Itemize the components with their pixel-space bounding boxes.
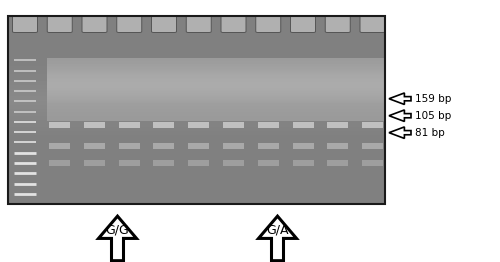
FancyBboxPatch shape — [360, 16, 385, 32]
Text: 81 bp: 81 bp — [415, 128, 445, 138]
Bar — [84, 143, 105, 149]
Bar — [188, 122, 209, 128]
Polygon shape — [258, 216, 296, 261]
Bar — [292, 122, 314, 128]
Bar — [258, 122, 279, 128]
Bar — [8, 16, 385, 204]
Text: 159 bp: 159 bp — [415, 94, 452, 104]
Bar — [258, 160, 279, 166]
Bar — [223, 160, 244, 166]
FancyBboxPatch shape — [221, 16, 246, 32]
FancyBboxPatch shape — [186, 16, 211, 32]
Bar — [362, 160, 383, 166]
Bar — [49, 143, 70, 149]
Bar — [119, 143, 140, 149]
Bar — [327, 122, 348, 128]
FancyBboxPatch shape — [47, 16, 72, 32]
Bar — [84, 122, 105, 128]
Text: G/G: G/G — [106, 223, 130, 237]
Bar — [188, 160, 209, 166]
Bar — [119, 160, 140, 166]
Bar — [327, 160, 348, 166]
Bar — [84, 160, 105, 166]
Bar — [292, 143, 314, 149]
Bar — [292, 160, 314, 166]
Polygon shape — [98, 216, 136, 261]
Bar — [223, 143, 244, 149]
Text: G/A: G/A — [266, 223, 289, 237]
FancyBboxPatch shape — [12, 16, 38, 32]
Bar — [119, 122, 140, 128]
FancyBboxPatch shape — [116, 16, 142, 32]
FancyBboxPatch shape — [290, 16, 316, 32]
Bar — [188, 143, 209, 149]
FancyBboxPatch shape — [256, 16, 281, 32]
Bar — [154, 143, 174, 149]
Bar — [154, 160, 174, 166]
Bar — [327, 143, 348, 149]
Bar — [362, 143, 383, 149]
Bar — [49, 160, 70, 166]
Bar — [223, 122, 244, 128]
FancyBboxPatch shape — [325, 16, 350, 32]
Bar — [154, 122, 174, 128]
Text: 105 bp: 105 bp — [415, 111, 452, 121]
Bar — [49, 122, 70, 128]
Bar — [362, 122, 383, 128]
FancyBboxPatch shape — [152, 16, 176, 32]
FancyBboxPatch shape — [82, 16, 107, 32]
Bar — [258, 143, 279, 149]
